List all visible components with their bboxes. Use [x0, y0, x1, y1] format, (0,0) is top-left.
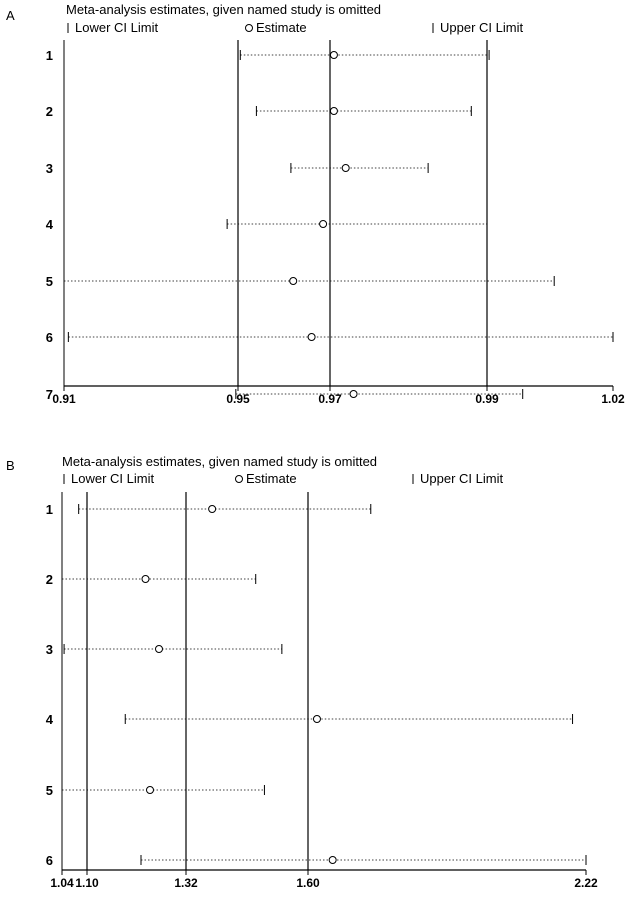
panel-b-estimate-point — [208, 505, 217, 513]
panel-b-estimate-point — [312, 715, 321, 723]
panel-b-x-tick-label: 2.22 — [574, 876, 598, 890]
panel-b-study-label: 4 — [46, 712, 54, 727]
panel-a-legend-estimate: Estimate — [256, 20, 307, 35]
panel-a-estimate-point — [307, 333, 316, 341]
panel-a-label: A — [6, 8, 15, 23]
panel-b-legend: Lower CI Limit Estimate Upper CI Limit — [63, 471, 503, 486]
panel-b-x-tick-label: 1.04 — [50, 876, 74, 890]
panel-a-study-label: 5 — [46, 274, 53, 289]
panel-b-study-label: 5 — [46, 783, 53, 798]
panel-a-legend-upper: Upper CI Limit — [440, 20, 523, 35]
panel-b-title: Meta-analysis estimates, given named stu… — [62, 454, 377, 469]
panel-a-title: Meta-analysis estimates, given named stu… — [66, 2, 381, 17]
panel-a-study-label: 6 — [46, 330, 53, 345]
panel-a-x-tick-label: 1.02 — [601, 392, 625, 406]
panel-a-study-label: 1 — [46, 48, 53, 63]
panel-a-estimate-point — [329, 107, 338, 115]
panel-a-study-label: 7 — [46, 387, 53, 402]
panel-a-x-tick-label: 0.91 — [52, 392, 76, 406]
panel-b-legend-estimate-marker — [235, 475, 243, 483]
panel-b-study-label: 2 — [46, 572, 53, 587]
panel-b-legend-estimate: Estimate — [246, 471, 297, 486]
panel-b-study-label: 3 — [46, 642, 53, 657]
panel-a-x-tick-label: 0.95 — [226, 392, 250, 406]
panel-a-x-tick-label: 0.97 — [318, 392, 342, 406]
panel-a-plot: 0.91 0.95 0.97 0.99 1.02 1 2 3 4 5 6 7 — [46, 40, 625, 406]
panel-a-estimate-point — [349, 390, 358, 398]
panel-b-plot: 1.04 1.10 1.32 1.60 2.22 1 2 3 4 5 6 — [46, 492, 598, 890]
panel-a-study-label: 3 — [46, 161, 53, 176]
panel-b-x-tick-label: 1.32 — [174, 876, 198, 890]
panel-a-estimate-point — [319, 220, 328, 228]
panel-a-estimate-point — [289, 277, 298, 285]
panel-b-estimate-point — [155, 645, 163, 653]
panel-b-estimate-point — [146, 786, 154, 794]
panel-b-label: B — [6, 458, 15, 473]
panel-a-study-label: 2 — [46, 104, 53, 119]
panel-a-estimate-point — [329, 51, 338, 59]
panel-a-legend-lower: Lower CI Limit — [75, 20, 158, 35]
panel-b-study-label: 6 — [46, 853, 53, 868]
panel-a-study-label: 4 — [46, 217, 54, 232]
panel-a-legend-estimate-marker — [245, 24, 253, 32]
panel-b-x-tick-label: 1.60 — [296, 876, 320, 890]
panel-b-x-tick-label: 1.10 — [75, 876, 99, 890]
panel-b-legend-upper: Upper CI Limit — [420, 471, 503, 486]
panel-a-estimate-point — [341, 164, 350, 172]
panel-b-estimate-point — [328, 856, 337, 864]
panel-b-study-label: 1 — [46, 502, 53, 517]
panel-b-estimate-point — [141, 575, 150, 583]
panel-a-legend: Lower CI Limit Estimate Upper CI Limit — [67, 20, 523, 35]
panel-b-legend-lower: Lower CI Limit — [71, 471, 154, 486]
panel-a-x-tick-label: 0.99 — [475, 392, 499, 406]
